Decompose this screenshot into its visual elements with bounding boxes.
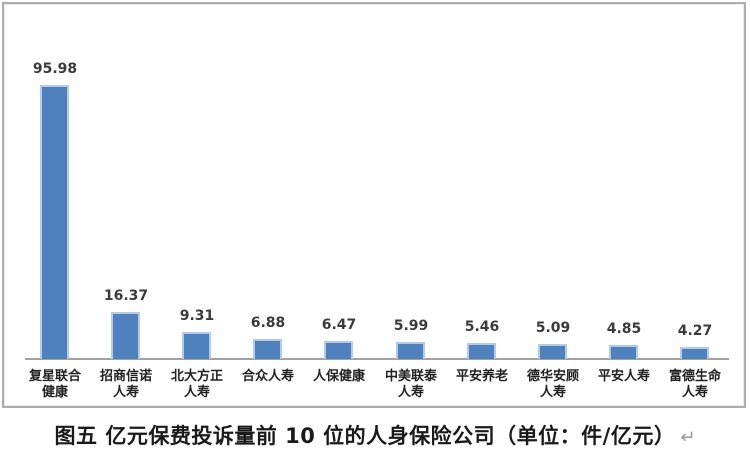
figure-caption: 图五 亿元保费投诉量前 10 位的人身保险公司（单位：件/亿元） ↵ (0, 420, 750, 450)
line-break-mark: ↵ (680, 427, 696, 448)
chart-frame (2, 2, 746, 408)
figure-caption-text: 图五 亿元保费投诉量前 10 位的人身保险公司（单位：件/亿元） (54, 424, 676, 448)
